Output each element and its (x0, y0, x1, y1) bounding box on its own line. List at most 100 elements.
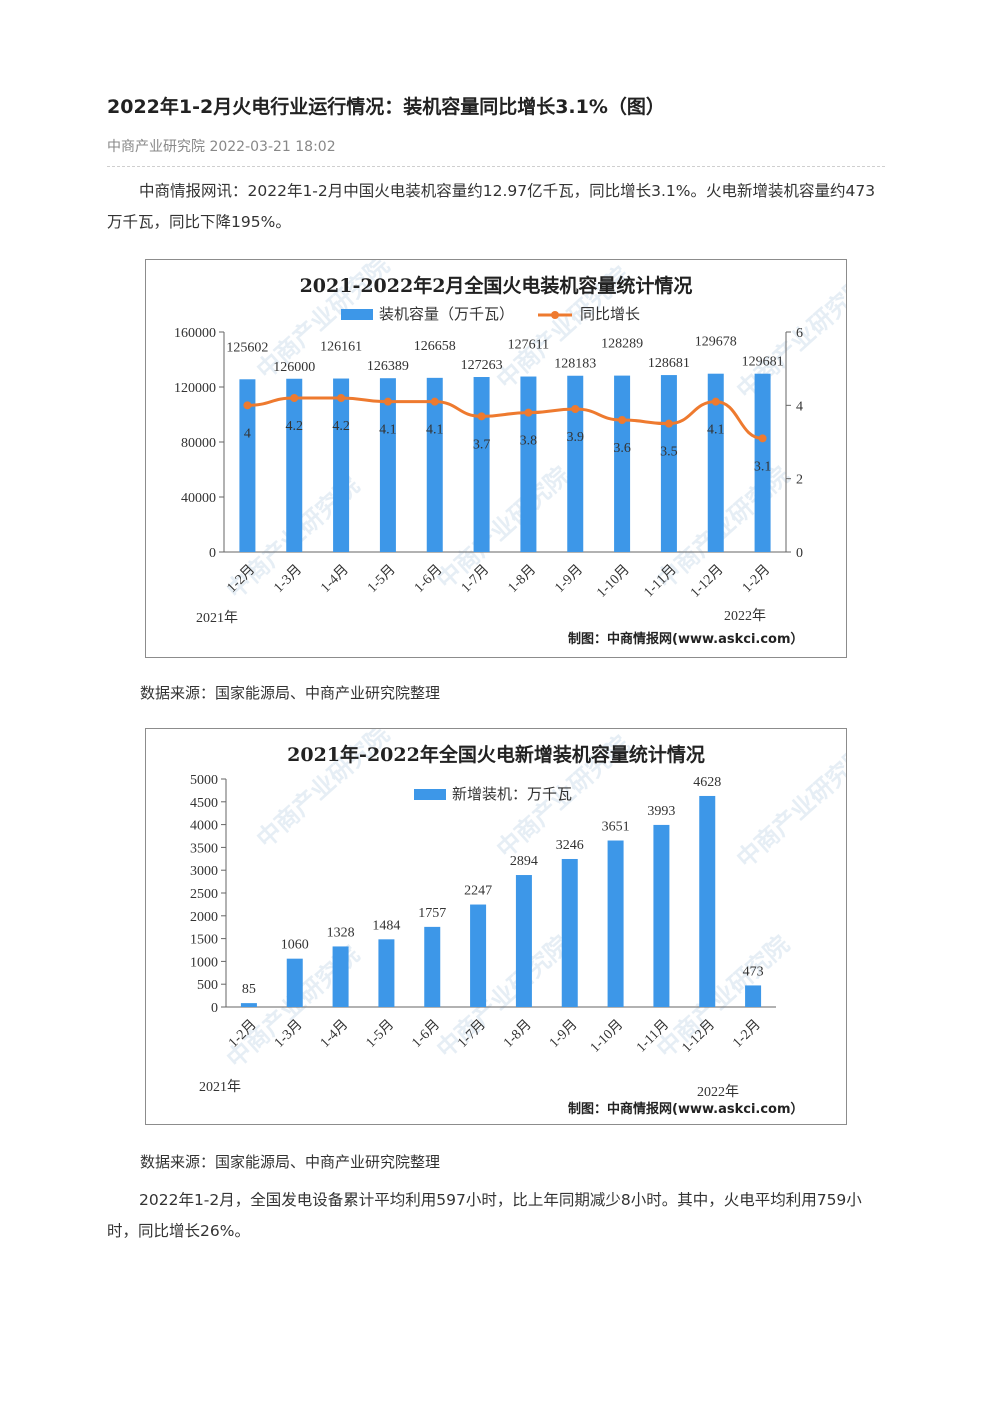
line-value-label: 3.5 (660, 445, 678, 460)
line-point (430, 397, 439, 406)
y-tick-label: 4500 (190, 796, 218, 811)
x-tick-label: 1-9月 (552, 562, 586, 596)
bar-value-label: 126389 (367, 359, 409, 374)
bar-value-label: 126000 (273, 360, 315, 375)
chart-credit: 制图：中商情报网(www.askci.com） (568, 1101, 804, 1117)
chart-new-capacity-svg: 中商产业研究院中商产业研究院中商产业研究院中商产业研究院中商产业研究院中商产业研… (190, 720, 875, 1117)
bar-value-label: 1757 (418, 906, 446, 921)
x-tick-label: 1-2月 (739, 562, 773, 596)
y-tick-label: 40000 (181, 491, 216, 506)
line-value-label: 4.2 (286, 419, 304, 434)
bar (660, 375, 677, 552)
bar-value-label: 1060 (281, 938, 309, 953)
y2-tick-label: 0 (796, 546, 803, 561)
watermark-text: 中商产业研究院 (651, 930, 795, 1063)
paragraph-intro: 中商情报网讯：2022年1-2月中国火电装机容量约12.97亿千瓦，同比增长3.… (107, 182, 876, 231)
x-tick-label: 1-2月 (729, 1017, 763, 1051)
y-tick-label: 1000 (190, 955, 218, 970)
line-point (758, 434, 767, 443)
year-start-label: 2021年 (199, 1079, 241, 1095)
bar (424, 926, 441, 1007)
chart-capacity: 中商产业研究院中商产业研究院中商产业研究院中商产业研究院中商产业研究院中商产业研… (145, 251, 875, 658)
bar-value-label: 4628 (693, 775, 721, 790)
bar-value-label: 3246 (556, 838, 584, 853)
bar-value-label: 125602 (226, 340, 268, 355)
bar (561, 858, 578, 1007)
bar-value-label: 129681 (742, 355, 784, 370)
line-value-label: 4.1 (707, 423, 725, 438)
y-tick-label: 0 (211, 1001, 218, 1016)
bar (754, 373, 771, 552)
line-point (243, 401, 252, 410)
source-note-2: 数据来源：国家能源局、中商产业研究院整理 (140, 1153, 441, 1171)
legend-swatch-marker (551, 311, 559, 319)
bar (286, 378, 303, 552)
bar-value-label: 126161 (320, 340, 362, 355)
bar-value-label: 1328 (327, 925, 355, 940)
series-line (247, 396, 763, 440)
y-tick-label: 500 (197, 978, 218, 993)
y-tick-label: 3000 (190, 864, 218, 879)
bar-value-label: 126658 (414, 339, 456, 354)
line-point (290, 394, 299, 402)
bar (607, 840, 624, 1007)
y-tick-label: 0 (209, 546, 216, 561)
x-tick-label: 1-5月 (364, 562, 398, 596)
y2-tick-label: 2 (796, 473, 803, 488)
year-end-label: 2022年 (724, 608, 766, 624)
y-tick-label: 80000 (181, 436, 216, 451)
bar (332, 946, 349, 1007)
bar (520, 376, 537, 552)
x-tick-label: 1-8月 (500, 1017, 534, 1051)
watermark-text: 中商产业研究院 (731, 740, 846, 873)
bar (379, 378, 396, 552)
line-point (571, 405, 580, 413)
y-tick-label: 2000 (190, 910, 218, 925)
line-value-label: 3.1 (754, 459, 772, 474)
chart-capacity-svg: 中商产业研究院中商产业研究院中商产业研究院中商产业研究院中商产业研究院中商产业研… (174, 251, 875, 647)
year-end-label: 2022年 (697, 1084, 739, 1100)
line-point (711, 397, 720, 406)
bar (567, 375, 584, 552)
line-value-label: 4.1 (426, 423, 444, 438)
line-point (524, 408, 533, 417)
line-value-label: 4.2 (332, 419, 350, 434)
bar (286, 958, 303, 1007)
bar (473, 377, 490, 552)
article-title: 2022年1-2月火电行业运行情况：装机容量同比增长3.1%（图） (107, 96, 665, 118)
legend-label: 新增装机：万千瓦 (452, 785, 572, 803)
bar-value-label: 128681 (648, 356, 690, 371)
legend-label: 装机容量（万千瓦） (379, 305, 514, 323)
line-point (383, 397, 392, 406)
y-tick-label: 160000 (174, 326, 216, 341)
line-point (477, 412, 486, 421)
y-tick-label: 4000 (190, 819, 218, 834)
bar (239, 379, 256, 552)
y-tick-label: 5000 (190, 773, 218, 788)
bar-value-label: 3651 (602, 820, 630, 835)
year-start-label: 2021年 (196, 610, 238, 626)
y2-tick-label: 4 (796, 399, 803, 414)
x-tick-label: 1-4月 (317, 562, 351, 596)
bar-value-label: 128289 (601, 337, 643, 352)
bar (653, 824, 670, 1007)
line-point (337, 394, 346, 402)
bar-value-label: 2894 (510, 854, 538, 869)
bar-value-label: 85 (242, 982, 256, 997)
bar-value-label: 2247 (464, 884, 492, 899)
x-tick-label: 1-9月 (546, 1017, 580, 1051)
bar-value-label: 473 (743, 964, 764, 979)
bar (240, 1003, 257, 1007)
y-tick-label: 120000 (174, 381, 216, 396)
bar (614, 375, 631, 552)
y-tick-label: 1500 (190, 933, 218, 948)
x-tick-label: 1-10月 (594, 562, 633, 601)
line-value-label: 4.1 (379, 423, 397, 438)
chart-new-capacity: 中商产业研究院中商产业研究院中商产业研究院中商产业研究院中商产业研究院中商产业研… (145, 720, 875, 1125)
source-note-1: 数据来源：国家能源局、中商产业研究院整理 (140, 684, 441, 702)
y2-tick-label: 6 (796, 326, 803, 341)
bar-value-label: 3993 (647, 804, 675, 819)
bar (426, 377, 443, 552)
bar (515, 875, 532, 1007)
line-value-label: 4 (244, 426, 251, 441)
